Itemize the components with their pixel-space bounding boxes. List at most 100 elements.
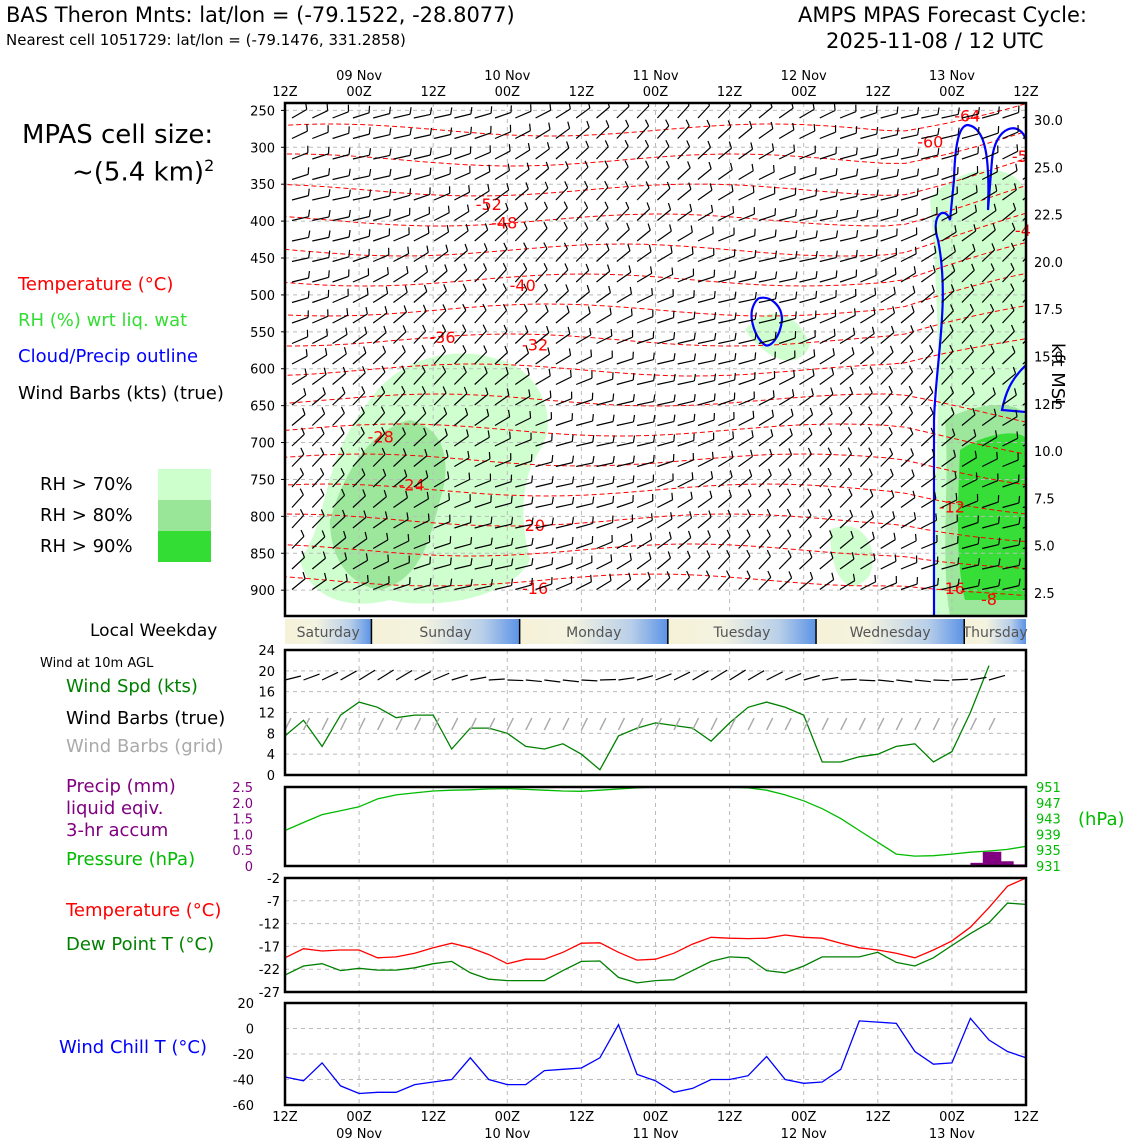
wind-barb-flag <box>389 127 392 135</box>
wind-barb <box>433 173 451 181</box>
wind-barb <box>514 310 528 324</box>
wind-barb-flag <box>625 119 630 127</box>
wind-barb-grid <box>877 717 885 731</box>
wind-barb-flag <box>422 304 427 312</box>
wind-barb <box>636 316 654 324</box>
wind-barb-flag <box>345 327 348 335</box>
wind-barb-flag <box>689 203 693 211</box>
wind-barb <box>352 313 368 324</box>
wind-barb <box>1002 416 1018 427</box>
wind-barb-flag <box>868 426 873 434</box>
wind-barb <box>758 214 776 222</box>
wind-barb-flag <box>957 147 960 155</box>
wind-barb <box>1002 131 1019 140</box>
wind-barb-flag <box>464 243 468 251</box>
wind-barb <box>677 420 695 427</box>
wind-barb-flag <box>389 168 392 176</box>
wind-barb <box>413 392 426 406</box>
wind-barb-flag <box>910 325 914 333</box>
temp-contour <box>285 423 1026 455</box>
wind-barb-flag <box>612 476 615 484</box>
wind-barb <box>515 110 532 119</box>
wind-barb-flag <box>348 189 351 197</box>
wind-barb <box>312 256 329 263</box>
wind-barb <box>717 126 732 139</box>
wind-barb <box>616 379 634 386</box>
wind-barb-grid <box>840 717 848 731</box>
wind-barb <box>900 194 918 201</box>
wind-barb <box>373 134 390 140</box>
wind-barb-flag <box>363 510 367 518</box>
wind-barb <box>738 170 754 181</box>
wind-barb <box>961 269 975 283</box>
wind-barb-flag <box>689 511 693 519</box>
wind-barb <box>596 146 609 160</box>
wind-barb <box>880 332 895 344</box>
wind-barb <box>311 453 325 467</box>
wind-barb-flag <box>609 307 612 315</box>
wind-barb-flag <box>975 185 978 193</box>
wind-barb <box>372 582 390 591</box>
wind-barb-flag <box>917 127 920 136</box>
wind-barb-grid <box>636 717 644 731</box>
wind-barb-flag <box>569 369 572 378</box>
wind-barb <box>454 564 472 570</box>
wind-barb-flag <box>687 161 691 169</box>
wind-barb-grid <box>969 717 978 731</box>
wind-barb-flag <box>746 509 751 517</box>
wind-barb-flag <box>813 349 816 357</box>
wind-barb <box>576 542 593 550</box>
bottom-date-label: 10 Nov <box>484 1127 530 1140</box>
wind-barb <box>819 393 834 406</box>
wind-barb <box>799 152 816 160</box>
temp-contour-label: -64 <box>954 106 980 125</box>
wind-barb <box>859 453 873 467</box>
wind-barb-flag <box>810 388 814 396</box>
wind-barb <box>352 581 369 591</box>
wind-barb <box>474 229 489 242</box>
wind-barb <box>1002 437 1018 447</box>
wind-barb <box>494 289 507 303</box>
wind-barb-flag <box>690 225 693 233</box>
wind-barb-flag <box>1018 558 1021 566</box>
wind-barb-grid <box>895 717 903 731</box>
temp-panel-frame <box>283 876 1028 994</box>
wind-barb-flag <box>422 324 427 332</box>
wind-barb-flag <box>586 284 590 292</box>
wind-barb <box>352 453 365 467</box>
wind-barb <box>494 131 511 140</box>
wind-barb <box>839 153 857 160</box>
wind-barb <box>900 412 913 426</box>
wind-barb-flag <box>670 512 673 520</box>
wind-barb <box>372 351 386 365</box>
wind-barb-flag <box>583 201 589 209</box>
wind-barb-flag <box>462 283 467 291</box>
wind-barb-flag <box>446 225 450 233</box>
wind-barb <box>433 371 447 385</box>
wind-barb-flag <box>1010 303 1015 311</box>
temp-contour-label: -24 <box>399 476 425 495</box>
wind-barb-flag <box>774 229 777 237</box>
wind-barb <box>372 475 387 488</box>
wind-barb <box>758 474 772 488</box>
wind-barb <box>494 459 511 468</box>
wind-barb <box>291 578 306 590</box>
wind-barb-flag <box>441 344 447 352</box>
wind-barb-flag <box>1039 578 1040 585</box>
wind-barb-flag <box>328 230 331 238</box>
wind-barb-flag <box>974 204 978 212</box>
wind-barb <box>819 433 833 447</box>
wind-barb <box>758 416 774 427</box>
wind-barb-flag <box>502 303 508 311</box>
wind-barb <box>514 268 528 283</box>
wind-barb-flag <box>444 264 448 272</box>
wind-barb <box>454 152 471 160</box>
wind-barb <box>413 498 429 509</box>
wind-barb-flag <box>592 476 595 484</box>
wind-panel-title: Wind at 10m AGL <box>40 656 154 671</box>
wind-barb-true <box>321 671 339 681</box>
wind-barb <box>535 503 553 509</box>
wind-barb-flag <box>526 367 530 375</box>
wind-barb-flag <box>889 468 894 476</box>
wind-barb <box>393 562 410 570</box>
